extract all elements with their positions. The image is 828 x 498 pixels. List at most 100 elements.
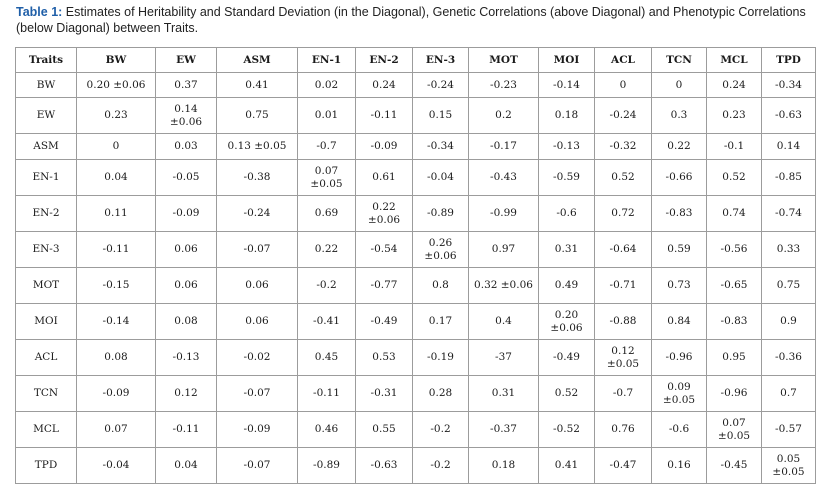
table-row: EN-1 0.04 -0.05 -0.38 0.07 ±0.05 0.61 -0.04 -0.…	[15, 159, 816, 196]
table-cell: 0.08	[76, 339, 156, 376]
table-cell: -0.63	[761, 97, 816, 134]
row-label: BW	[15, 72, 77, 98]
table-cell: -0.6	[651, 411, 707, 448]
table-cell: 0.73	[651, 267, 707, 304]
table-cell: 0.02	[297, 72, 356, 98]
correlation-table: Traits BW EW ASM EN-1 EN-2 EN-3 MOT MOI …	[15, 47, 816, 484]
col-header: BW	[76, 47, 156, 73]
row-label: ASM	[15, 133, 77, 160]
table-cell: 0.53	[355, 339, 413, 376]
table-cell: 0.01	[297, 97, 356, 134]
table-cell: 0.15	[412, 97, 469, 134]
row-label: EN-1	[15, 159, 77, 196]
table-cell: 0.04	[155, 447, 217, 484]
table-cell: 0.46	[297, 411, 356, 448]
row-label: EN-2	[15, 195, 77, 232]
table-cell: 0.31	[538, 231, 595, 268]
table-cell: 0.23	[706, 97, 762, 134]
table-cell: -0.7	[297, 133, 356, 160]
table-cell: -0.2	[412, 447, 469, 484]
table-cell: 0.97	[468, 231, 539, 268]
table-row: MCL 0.07 -0.11 -0.09 0.46 0.55 -0.2 -0.37 -0.52 0…	[15, 411, 816, 448]
table-cell: -0.66	[651, 159, 707, 196]
table-cell: -0.09	[76, 375, 156, 412]
table-cell: 0.18	[538, 97, 595, 134]
table-cell: -0.45	[706, 447, 762, 484]
diagonal-cell: 0.13 ±0.05	[216, 133, 298, 160]
table-cell: -0.32	[594, 133, 652, 160]
col-header: MOI	[538, 47, 595, 73]
table-row: EN-2 0.11 -0.09 -0.24 0.69 0.22 ±0.06 -0.89 -0.…	[15, 195, 816, 232]
table-cell: -0.31	[355, 375, 413, 412]
table-cell: -0.52	[538, 411, 595, 448]
table-cell: 0.55	[355, 411, 413, 448]
col-header: ACL	[594, 47, 652, 73]
table-cell: -0.89	[412, 195, 469, 232]
caption-lead: Table 1:	[16, 5, 63, 19]
table-cell: -0.83	[651, 195, 707, 232]
table-cell: -0.56	[706, 231, 762, 268]
table-cell: -0.1	[706, 133, 762, 160]
table-cell: -0.05	[155, 159, 217, 196]
table-cell: 0.2	[468, 97, 539, 134]
table-cell: 0.75	[216, 97, 298, 134]
table-cell: -0.7	[594, 375, 652, 412]
table-cell: -0.34	[761, 72, 816, 98]
diagonal-cell: 0.05 ±0.05	[761, 447, 816, 484]
table-cell: -0.57	[761, 411, 816, 448]
row-label: MOT	[15, 267, 77, 304]
table-cell: -0.2	[412, 411, 469, 448]
table-cell: 0.9	[761, 303, 816, 340]
table-cell: 0.17	[412, 303, 469, 340]
table-cell: -0.85	[761, 159, 816, 196]
table-cell: -0.14	[538, 72, 595, 98]
table-cell: 0.24	[355, 72, 413, 98]
col-header: EN-1	[297, 47, 356, 73]
diagonal-cell: 0.14 ±0.06	[155, 97, 217, 134]
table-cell: -0.59	[538, 159, 595, 196]
table-cell: -0.49	[538, 339, 595, 376]
table-cell: -0.6	[538, 195, 595, 232]
table-cell: 0	[76, 133, 156, 160]
table-cell: -0.63	[355, 447, 413, 484]
table-cell: -0.07	[216, 447, 298, 484]
table-cell: 0.04	[76, 159, 156, 196]
table-cell: -0.2	[297, 267, 356, 304]
table-cell: -0.43	[468, 159, 539, 196]
diagonal-cell: 0.12 ±0.05	[594, 339, 652, 376]
table-cell: 0.37	[155, 72, 217, 98]
col-header: EN-2	[355, 47, 413, 73]
table-cell: 0.84	[651, 303, 707, 340]
table-cell: 0.28	[412, 375, 469, 412]
col-header: EN-3	[412, 47, 469, 73]
diagonal-cell: 0.07 ±0.05	[706, 411, 762, 448]
col-header: EW	[155, 47, 217, 73]
diagonal-cell: 0.32 ±0.06	[468, 267, 539, 304]
table-row: MOI -0.14 0.08 0.06 -0.41 -0.49 0.17 0.4 0.20 ±0…	[15, 303, 816, 340]
table-cell: 0.7	[761, 375, 816, 412]
table-cell: -37	[468, 339, 539, 376]
table-cell: -0.02	[216, 339, 298, 376]
table-cell: -0.34	[412, 133, 469, 160]
table-cell: -0.65	[706, 267, 762, 304]
table-cell: -0.07	[216, 375, 298, 412]
table-cell: -0.11	[355, 97, 413, 134]
table-cell: 0.95	[706, 339, 762, 376]
table-cell: -0.96	[651, 339, 707, 376]
table-cell: 0.45	[297, 339, 356, 376]
table-cell: -0.11	[155, 411, 217, 448]
table-cell: 0.06	[216, 267, 298, 304]
table-cell: 0.41	[538, 447, 595, 484]
row-label: MCL	[15, 411, 77, 448]
table-cell: 0.23	[76, 97, 156, 134]
table-cell: 0.24	[706, 72, 762, 98]
table-row: TCN -0.09 0.12 -0.07 -0.11 -0.31 0.28 0.31 0.52-…	[15, 375, 816, 412]
table-cell: -0.23	[468, 72, 539, 98]
table-cell: 0.07	[76, 411, 156, 448]
table-cell: -0.04	[76, 447, 156, 484]
table-cell: -0.19	[412, 339, 469, 376]
table-cell: 0.52	[706, 159, 762, 196]
table-cell: 0.4	[468, 303, 539, 340]
table-row: EN-3 -0.11 0.06 -0.07 0.22 -0.54 0.26 ±0.06 0.9…	[15, 231, 816, 268]
table-cell: -0.74	[761, 195, 816, 232]
